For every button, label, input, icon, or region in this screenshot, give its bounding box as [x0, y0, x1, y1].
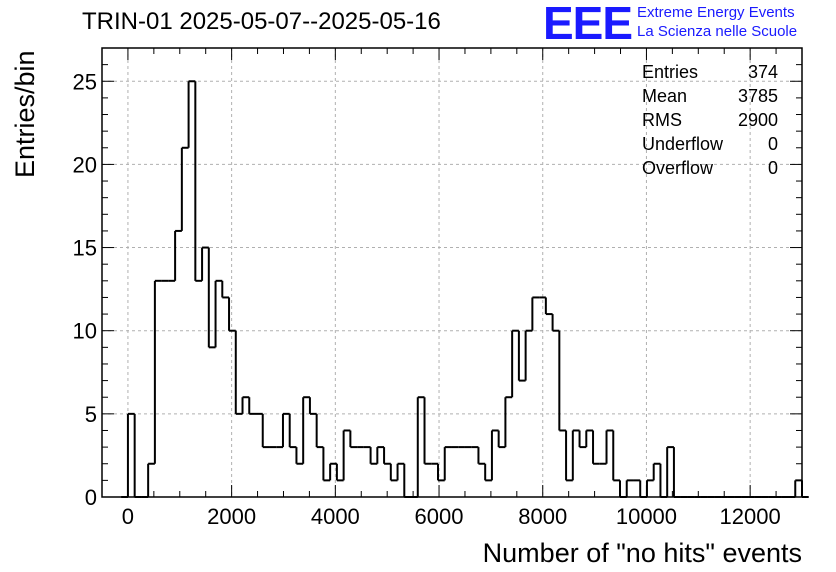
y-tick-label: 0	[85, 485, 97, 510]
logo-line-1: Extreme Energy Events	[637, 4, 795, 21]
stat-label: Mean	[642, 86, 688, 106]
x-tick-label: 12000	[720, 504, 781, 529]
stat-label: Underflow	[642, 134, 724, 154]
x-tick-label: 8000	[518, 504, 567, 529]
x-axis-label: Number of "no hits" events	[482, 538, 802, 568]
y-tick-label: 20	[73, 152, 97, 177]
stat-label: Overflow	[642, 158, 714, 178]
y-axis-label: Entries/bin	[10, 50, 40, 178]
stat-row-mean: Mean 3785	[642, 84, 778, 108]
chart-title: TRIN-01 2025-05-07--2025-05-16	[82, 8, 441, 35]
x-tick-label: 4000	[311, 504, 360, 529]
stat-value: 0	[767, 134, 778, 154]
stats-box: Entries 374 Mean 3785 RMS 2900 Underflow 0 O…	[642, 60, 778, 180]
logo-line-2: La Scienza nelle Scuole	[637, 23, 798, 40]
stat-row-underflow: Underflow 0	[642, 132, 778, 156]
stat-row-entries: Entries 374	[642, 60, 778, 84]
y-tick-label: 5	[85, 402, 97, 427]
stat-row-overflow: Overflow 0	[642, 156, 778, 180]
x-tick-label: 0	[122, 504, 134, 529]
y-tick-label: 10	[73, 319, 97, 344]
x-tick-label: 10000	[616, 504, 677, 529]
stat-label: RMS	[642, 110, 682, 130]
stat-value: 0	[767, 158, 778, 178]
stat-value: 374	[747, 62, 778, 82]
x-tick-label: 2000	[207, 504, 256, 529]
stat-value: 3785	[737, 86, 778, 106]
x-tick-label: 6000	[415, 504, 464, 529]
stat-value: 2900	[737, 110, 778, 130]
plot-frame	[101, 47, 803, 498]
y-tick-label: 15	[73, 236, 97, 261]
stat-label: Entries	[642, 62, 699, 82]
y-tick-label: 25	[73, 69, 97, 94]
eee-logo-text: Extreme Energy Events La Scienza nelle S…	[637, 3, 797, 41]
eee-logo: EEE	[543, 0, 633, 49]
stat-row-rms: RMS 2900	[642, 108, 778, 132]
